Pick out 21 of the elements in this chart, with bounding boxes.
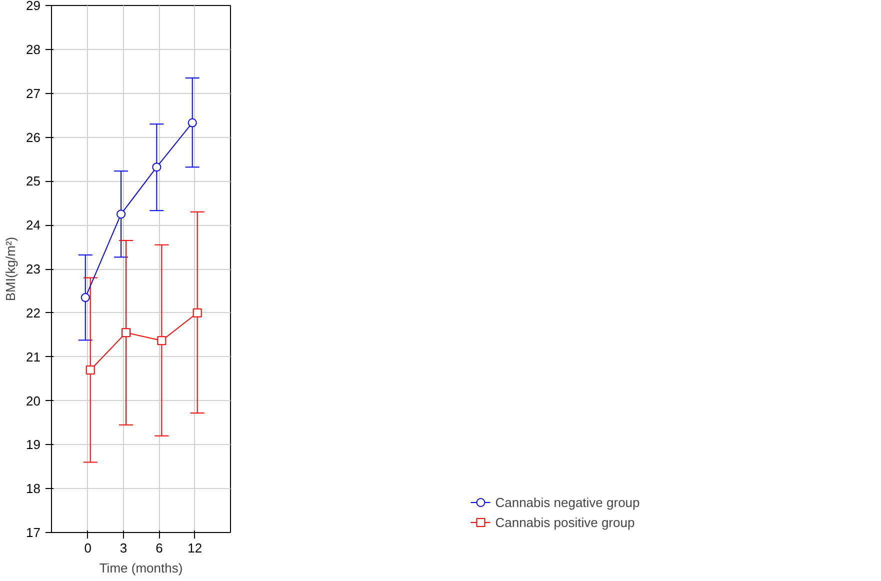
y-tick-label: 26: [26, 130, 41, 145]
y-tick-label: 28: [26, 42, 41, 57]
y-tick-label: 20: [26, 393, 41, 408]
legend-label: Cannabis negative group: [495, 494, 640, 510]
y-tick-label: 21: [26, 349, 41, 364]
y-tick-label: 19: [26, 437, 41, 452]
x-tick-label: 0: [84, 540, 92, 556]
y-tick-label: 25: [26, 174, 41, 189]
y-tick-label: 29: [26, 0, 41, 13]
x-tick-label: 12: [188, 540, 202, 556]
y-tick-label: 24: [26, 218, 41, 233]
y-tick-label: 23: [26, 262, 41, 276]
x-axis-title: Time (months): [99, 560, 183, 576]
y-axis-title: BMI(kg/m²): [3, 236, 18, 302]
y-tick-label: 27: [26, 86, 41, 101]
x-tick-label: 3: [120, 540, 128, 556]
y-tick-label: 18: [26, 481, 41, 496]
y-tick-label: 17: [26, 525, 41, 540]
x-tick-label: 6: [156, 540, 163, 556]
legend-label: Cannabis positive group: [495, 514, 635, 530]
y-tick-label: 22: [26, 305, 41, 320]
